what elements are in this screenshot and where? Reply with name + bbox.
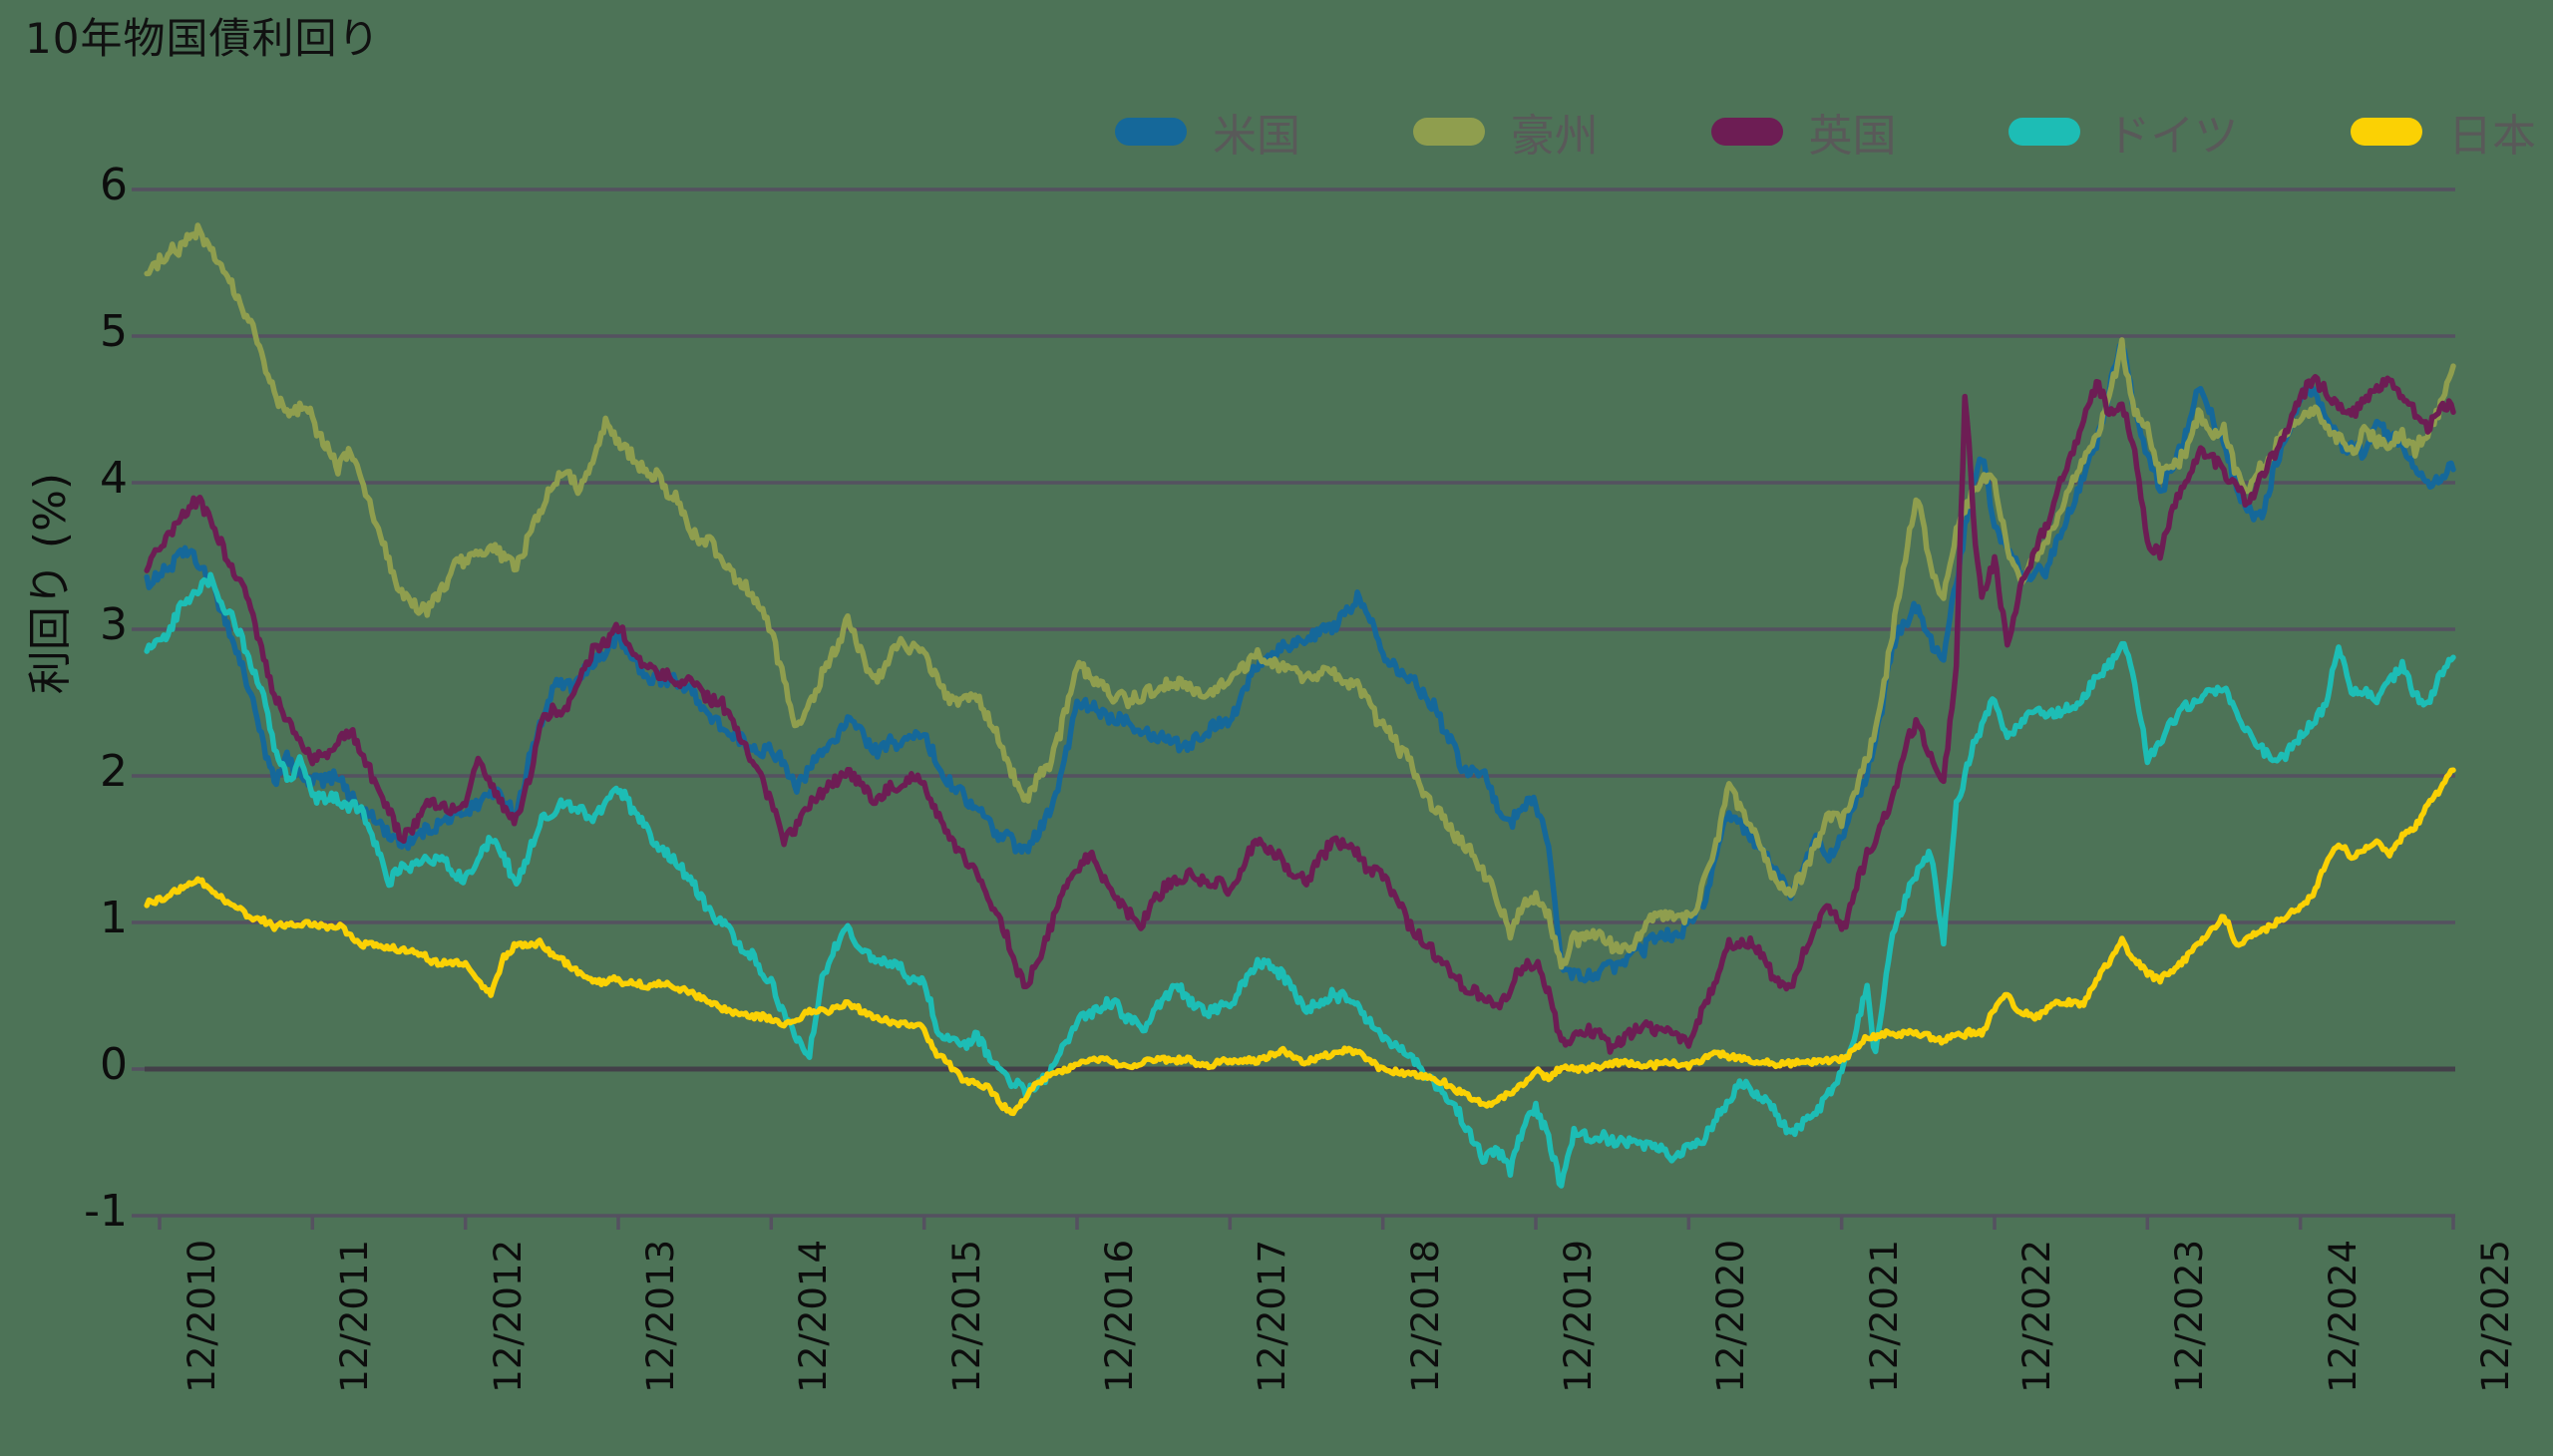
x-tick-label-12-2022: 12/2022 bbox=[2015, 1240, 2058, 1393]
y-tick-label-6: 6 bbox=[100, 160, 128, 210]
x-tick-label-12-2020: 12/2020 bbox=[1709, 1240, 1753, 1393]
x-tick-label-12-2012: 12/2012 bbox=[486, 1240, 530, 1393]
x-tick-label-12-2016: 12/2016 bbox=[1098, 1240, 1141, 1393]
legend-swatch-icon bbox=[1710, 118, 1783, 146]
legend-item-ドイツ: ドイツ bbox=[2008, 100, 2238, 164]
x-tick-label-12-2017: 12/2017 bbox=[1251, 1240, 1294, 1393]
x-tick-label-12-2025: 12/2025 bbox=[2474, 1240, 2517, 1393]
legend-label: 米国 bbox=[1213, 111, 1300, 162]
legend-swatch-icon bbox=[1412, 118, 1485, 146]
series-line-豪州 bbox=[144, 222, 2456, 970]
y-tick-label--1: -1 bbox=[84, 1186, 128, 1237]
legend-item-米国: 米国 bbox=[1115, 100, 1300, 164]
legend-label: ドイツ bbox=[2106, 111, 2239, 162]
series-line-英国 bbox=[144, 373, 2456, 1055]
y-axis-title: 利回り (%) bbox=[25, 472, 76, 695]
x-tick-label-12-2021: 12/2021 bbox=[1862, 1240, 1906, 1393]
x-tick-label-12-2014: 12/2014 bbox=[792, 1240, 836, 1393]
y-tick-label-0: 0 bbox=[100, 1039, 128, 1090]
legend-label: 豪州 bbox=[1510, 111, 1599, 162]
x-tick-label-12-2019: 12/2019 bbox=[1557, 1240, 1600, 1393]
legend-label: 日本 bbox=[2448, 111, 2536, 162]
page-title: 10年物国債利回り bbox=[25, 14, 381, 63]
x-tick-label-12-2013: 12/2013 bbox=[639, 1240, 682, 1393]
y-tick-label-3: 3 bbox=[100, 599, 128, 650]
legend-item-豪州: 豪州 bbox=[1412, 100, 1599, 164]
x-tick-label-12-2015: 12/2015 bbox=[944, 1240, 988, 1393]
x-tick-label-12-2024: 12/2024 bbox=[2321, 1240, 2365, 1393]
series-line-日本 bbox=[144, 767, 2456, 1117]
series-line-ドイツ bbox=[144, 571, 2456, 1189]
legend-label: 英国 bbox=[1808, 111, 1897, 162]
legend-item-日本: 日本 bbox=[2351, 100, 2536, 164]
legend-swatch-icon bbox=[1115, 118, 1187, 146]
legend-item-英国: 英国 bbox=[1710, 100, 1897, 164]
x-tick-label-12-2010: 12/2010 bbox=[181, 1240, 223, 1393]
legend-swatch-icon bbox=[2008, 118, 2081, 146]
x-tick-label-12-2023: 12/2023 bbox=[2168, 1240, 2212, 1393]
series-line-米国 bbox=[144, 342, 2456, 984]
x-tick-label-12-2018: 12/2018 bbox=[1403, 1240, 1447, 1393]
x-tick-label-12-2011: 12/2011 bbox=[333, 1240, 377, 1393]
y-tick-label-5: 5 bbox=[100, 306, 128, 357]
y-tick-label-4: 4 bbox=[100, 453, 128, 504]
legend-swatch-icon bbox=[2351, 118, 2422, 146]
y-tick-label-2: 2 bbox=[100, 746, 128, 797]
y-tick-label-1: 1 bbox=[100, 893, 128, 943]
chart-legend: 米国 豪州 英国 ドイツ 日本 bbox=[1115, 100, 2536, 164]
